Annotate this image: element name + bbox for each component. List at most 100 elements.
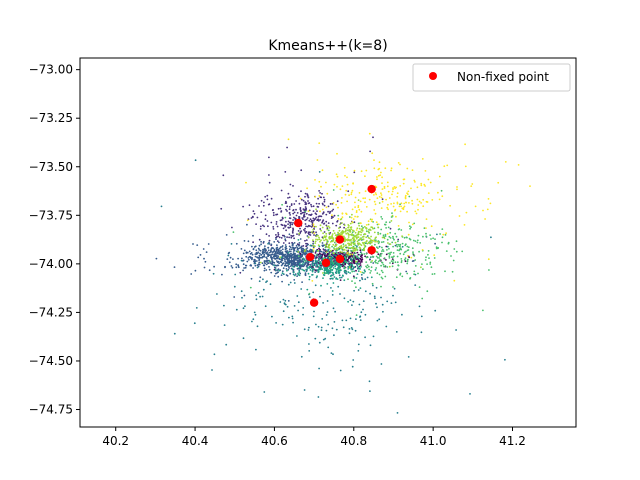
cluster-point (327, 323, 330, 326)
cluster-point (286, 210, 288, 212)
cluster-point (322, 203, 324, 206)
cluster-point (396, 202, 399, 205)
cluster-point (363, 225, 366, 228)
cluster-point (451, 270, 454, 273)
cluster-point (289, 183, 292, 186)
cluster-point (330, 287, 332, 289)
cluster-point (335, 328, 338, 331)
cluster-point (380, 264, 382, 267)
cluster-point (330, 250, 333, 253)
cluster-point (366, 264, 369, 267)
cluster-point (329, 250, 332, 253)
cluster-point (368, 198, 371, 201)
cluster-point (289, 272, 292, 275)
cluster-point (276, 244, 278, 247)
cluster-point (372, 262, 375, 264)
cluster-point (280, 189, 283, 192)
cluster-point (309, 218, 312, 221)
cluster-point (213, 353, 216, 356)
cluster-point (342, 246, 344, 249)
cluster-point (339, 223, 341, 226)
cluster-point (386, 185, 389, 188)
cluster-point (355, 314, 358, 316)
cluster-point (317, 220, 320, 222)
cluster-point (256, 216, 259, 219)
cluster-point (259, 276, 262, 279)
cluster-point (258, 261, 261, 264)
cluster-point (299, 209, 302, 212)
cluster-point (230, 243, 233, 245)
cluster-point (396, 245, 399, 248)
cluster-point (297, 239, 300, 241)
cluster-point (320, 215, 323, 218)
cluster-point (373, 295, 376, 298)
cluster-point (343, 245, 345, 248)
cluster-point (356, 227, 359, 230)
cluster-point (295, 214, 298, 217)
cluster-point (331, 327, 334, 330)
cluster-point (193, 322, 196, 325)
cluster-point (307, 243, 309, 246)
cluster-point (332, 208, 335, 211)
cluster-point (291, 223, 294, 226)
cluster-point (435, 246, 438, 249)
cluster-point (263, 391, 266, 393)
cluster-point (336, 249, 338, 252)
cluster-point (324, 268, 327, 271)
cluster-point (331, 233, 334, 236)
cluster-point (359, 287, 362, 289)
cluster-point (376, 197, 379, 200)
cluster-point (340, 276, 343, 279)
cluster-point (407, 246, 410, 249)
cluster-point (252, 267, 255, 269)
cluster-point (288, 248, 291, 251)
cluster-point (348, 216, 351, 218)
cluster-point (309, 234, 312, 236)
cluster-point (380, 276, 383, 279)
cluster-point (327, 271, 330, 274)
cluster-point (288, 316, 290, 319)
cluster-point (421, 263, 423, 265)
cluster-point (464, 165, 467, 168)
cluster-point (413, 273, 415, 276)
cluster-point (305, 239, 308, 242)
cluster-point (366, 235, 369, 237)
cluster-point (425, 227, 427, 230)
cluster-point (349, 272, 351, 274)
cluster-point (293, 279, 296, 281)
cluster-point (301, 263, 304, 266)
cluster-point (306, 263, 309, 266)
cluster-point (376, 306, 378, 309)
cluster-point (293, 211, 296, 214)
cluster-point (303, 213, 306, 216)
cluster-point (369, 390, 371, 392)
cluster-point (353, 247, 355, 249)
cluster-point (408, 225, 411, 228)
cluster-point (416, 186, 419, 189)
cluster-point (434, 242, 436, 245)
cluster-point (345, 272, 348, 275)
cluster-point (409, 227, 411, 230)
cluster-point (287, 261, 290, 264)
cluster-point (354, 249, 356, 252)
cluster-point (381, 176, 383, 179)
cluster-point (382, 310, 384, 313)
cluster-point (399, 245, 401, 248)
cluster-point (408, 202, 410, 204)
cluster-point (400, 261, 403, 264)
cluster-point (357, 199, 360, 202)
cluster-point (266, 251, 269, 254)
cluster-point (365, 224, 368, 226)
cluster-point (321, 318, 324, 320)
cluster-point (433, 273, 436, 275)
cluster-point (331, 269, 333, 272)
cluster-point (304, 206, 307, 208)
cluster-point (322, 274, 325, 276)
cluster-point (414, 284, 417, 286)
cluster-point (293, 261, 296, 264)
cluster-point (354, 196, 357, 199)
cluster-point (300, 190, 302, 193)
cluster-point (314, 284, 317, 287)
cluster-point (354, 206, 356, 209)
cluster-point (381, 236, 384, 239)
